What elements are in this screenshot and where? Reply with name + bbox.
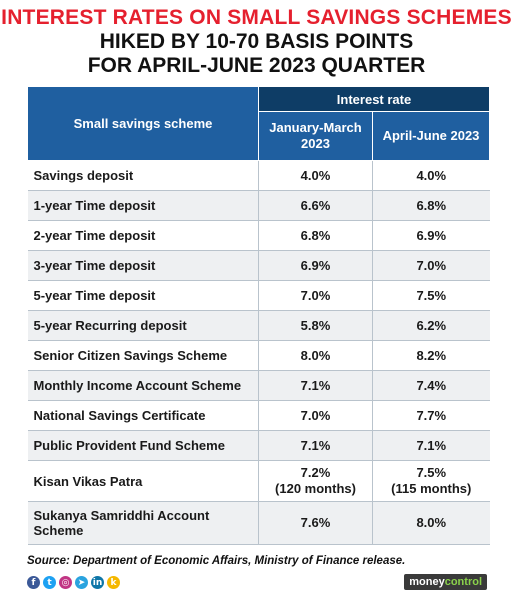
jan-mar-rate-value: 4.0% bbox=[300, 167, 331, 183]
linkedin-icon[interactable]: in bbox=[91, 576, 104, 589]
apr-jun-rate: 6.8% bbox=[372, 190, 490, 221]
apr-jun-rate: 8.2% bbox=[372, 340, 490, 371]
scheme-name: 1-year Time deposit bbox=[27, 190, 259, 221]
scheme-name: Savings deposit bbox=[27, 160, 259, 191]
apr-jun-rate: 4.0% bbox=[372, 160, 490, 191]
rates-table-wrapper: Small savings scheme Interest rate Janua… bbox=[27, 86, 491, 545]
jan-mar-rate-value: 6.8% bbox=[300, 227, 331, 243]
jan-mar-header: January-March 2023 bbox=[258, 111, 373, 161]
jan-mar-rate-note: (120 months) bbox=[275, 481, 356, 496]
apr-jun-rate: 7.0% bbox=[372, 250, 490, 281]
koo-icon[interactable]: k bbox=[107, 576, 120, 589]
apr-jun-rate-value: 8.2% bbox=[416, 347, 447, 363]
jan-mar-rate: 7.6% bbox=[258, 501, 373, 545]
apr-jun-rate-value: 7.5% bbox=[416, 465, 447, 480]
apr-jun-rate-value: 4.0% bbox=[416, 167, 447, 183]
apr-jun-rate-value: 6.9% bbox=[416, 227, 447, 243]
scheme-name: National Savings Certificate bbox=[27, 400, 259, 431]
apr-jun-rate-value: 7.5% bbox=[416, 287, 447, 303]
jan-mar-rate-value: 8.0% bbox=[300, 347, 331, 363]
table-row: Senior Citizen Savings Scheme 8.0% 8.2% bbox=[27, 340, 490, 371]
facebook-icon[interactable]: f bbox=[27, 576, 40, 589]
scheme-name: Public Provident Fund Scheme bbox=[27, 430, 259, 461]
scheme-name: Kisan Vikas Patra bbox=[27, 460, 259, 502]
apr-jun-rate-value: 7.7% bbox=[416, 407, 447, 423]
scheme-name: 5-year Recurring deposit bbox=[27, 310, 259, 341]
apr-jun-rate-value: 7.0% bbox=[416, 257, 447, 273]
jan-mar-rate: 7.0% bbox=[258, 400, 373, 431]
rates-table: Small savings scheme Interest rate Janua… bbox=[27, 86, 491, 545]
jan-mar-rate-value: 7.2% bbox=[300, 465, 331, 480]
table-row: Sukanya Samriddhi Account Scheme 7.6% 8.0% bbox=[27, 501, 490, 545]
title-line-3: FOR APRIL-JUNE 2023 QUARTER bbox=[87, 54, 426, 77]
table-row: 5-year Time deposit 7.0% 7.5% bbox=[27, 280, 490, 311]
table-body: Savings deposit 4.0% 4.0% 1-year Time depos… bbox=[27, 160, 490, 545]
telegram-icon[interactable]: ➤ bbox=[75, 576, 88, 589]
jan-mar-rate: 7.2% (120 months) bbox=[258, 460, 373, 502]
scheme-name: 5-year Time deposit bbox=[27, 280, 259, 311]
jan-mar-rate-value: 6.9% bbox=[300, 257, 331, 273]
table-row: 5-year Recurring deposit 5.8% 6.2% bbox=[27, 310, 490, 341]
jan-mar-rate: 7.1% bbox=[258, 370, 373, 401]
twitter-icon[interactable]: t bbox=[43, 576, 56, 589]
title-line-2: HIKED BY 10-70 BASIS POINTS bbox=[99, 30, 414, 53]
scheme-name: 2-year Time deposit bbox=[27, 220, 259, 251]
jan-mar-rate: 6.6% bbox=[258, 190, 373, 221]
jan-mar-rate: 6.9% bbox=[258, 250, 373, 281]
jan-mar-rate-value: 7.1% bbox=[300, 437, 331, 453]
title-line-1: INTEREST RATES ON SMALL SAVINGS SCHEMES bbox=[1, 6, 512, 29]
apr-jun-rate-value: 7.1% bbox=[416, 437, 447, 453]
jan-mar-rate-value: 7.0% bbox=[300, 407, 331, 423]
table-row: Savings deposit 4.0% 4.0% bbox=[27, 160, 490, 191]
apr-jun-rate-value: 6.2% bbox=[416, 317, 447, 333]
apr-jun-rate: 8.0% bbox=[372, 501, 490, 545]
apr-jun-rate-value: 8.0% bbox=[416, 515, 447, 530]
source-note: Source: Department of Economic Affairs, … bbox=[27, 555, 406, 567]
brand-part-1: money bbox=[409, 576, 445, 588]
moneycontrol-logo: moneycontrol bbox=[404, 574, 487, 590]
apr-jun-rate: 6.2% bbox=[372, 310, 490, 341]
table-row: National Savings Certificate 7.0% 7.7% bbox=[27, 400, 490, 431]
scheme-name: 3-year Time deposit bbox=[27, 250, 259, 281]
instagram-icon[interactable]: ◎ bbox=[59, 576, 72, 589]
table-row: Monthly Income Account Scheme 7.1% 7.4% bbox=[27, 370, 490, 401]
table-row: Public Provident Fund Scheme 7.1% 7.1% bbox=[27, 430, 490, 461]
apr-jun-rate: 7.5% bbox=[372, 280, 490, 311]
jan-mar-rate-value: 7.0% bbox=[300, 287, 331, 303]
apr-jun-rate: 7.7% bbox=[372, 400, 490, 431]
apr-jun-rate: 6.9% bbox=[372, 220, 490, 251]
social-icons: f t ◎ ➤ in k bbox=[27, 576, 120, 589]
table-row: 1-year Time deposit 6.6% 6.8% bbox=[27, 190, 490, 221]
jan-mar-rate: 5.8% bbox=[258, 310, 373, 341]
apr-jun-rate-note: (115 months) bbox=[391, 481, 472, 496]
jan-mar-rate-value: 7.1% bbox=[300, 377, 331, 393]
jan-mar-rate: 8.0% bbox=[258, 340, 373, 371]
table-row: 2-year Time deposit 6.8% 6.9% bbox=[27, 220, 490, 251]
apr-jun-rate: 7.1% bbox=[372, 430, 490, 461]
interest-rate-header: Interest rate bbox=[257, 86, 491, 112]
brand-part-2: control bbox=[444, 576, 482, 588]
scheme-name: Monthly Income Account Scheme bbox=[27, 370, 259, 401]
jan-mar-rate: 7.1% bbox=[258, 430, 373, 461]
jan-mar-rate: 6.8% bbox=[258, 220, 373, 251]
table-row: 3-year Time deposit 6.9% 7.0% bbox=[27, 250, 490, 281]
scheme-column-header: Small savings scheme bbox=[27, 86, 259, 161]
jan-mar-rate-value: 5.8% bbox=[300, 317, 331, 333]
title-block: INTEREST RATES ON SMALL SAVINGS SCHEMES … bbox=[0, 0, 513, 78]
jan-mar-rate-value: 6.6% bbox=[300, 197, 331, 213]
jan-mar-rate: 7.0% bbox=[258, 280, 373, 311]
scheme-name: Sukanya Samriddhi Account Scheme bbox=[27, 501, 259, 545]
apr-jun-rate-value: 7.4% bbox=[416, 377, 447, 393]
scheme-name: Senior Citizen Savings Scheme bbox=[27, 340, 259, 371]
jan-mar-rate: 4.0% bbox=[258, 160, 373, 191]
apr-jun-rate: 7.5% (115 months) bbox=[372, 460, 490, 502]
apr-jun-header: April-June 2023 bbox=[371, 111, 491, 161]
apr-jun-rate-value: 6.8% bbox=[416, 197, 447, 213]
table-row: Kisan Vikas Patra 7.2% (120 months) 7.5% (11… bbox=[27, 460, 490, 502]
apr-jun-rate: 7.4% bbox=[372, 370, 490, 401]
jan-mar-rate-value: 7.6% bbox=[300, 515, 331, 530]
